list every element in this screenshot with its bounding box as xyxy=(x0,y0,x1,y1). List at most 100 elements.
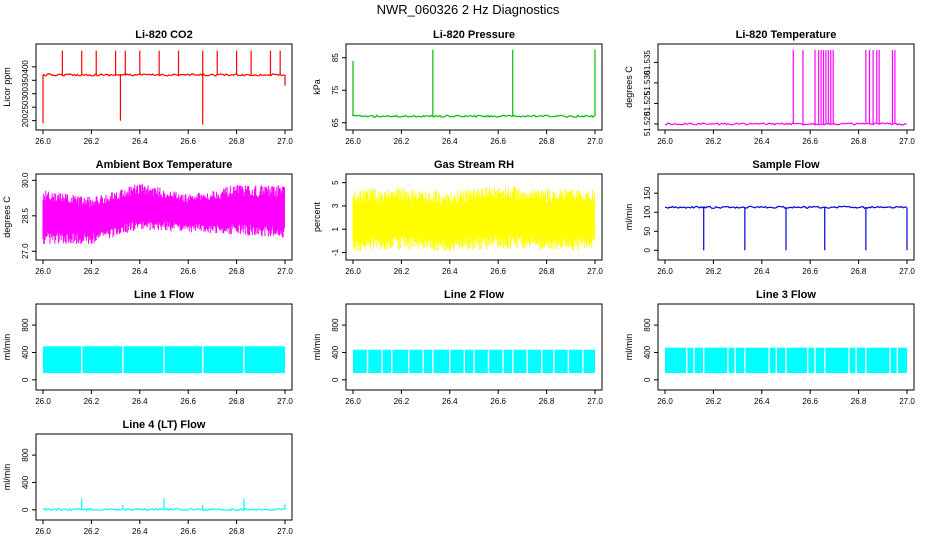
y-axis-label: ml/min xyxy=(624,204,634,231)
y-tick-label: 350 xyxy=(21,73,30,87)
chart-title: Line 3 Flow xyxy=(756,289,816,301)
y-tick-label: 65 xyxy=(331,118,340,127)
x-tick-label: 26.8 xyxy=(229,267,245,276)
y-tick-label: 200 xyxy=(21,113,30,127)
plot-frame xyxy=(657,303,915,391)
y-axis-label: ml/min xyxy=(2,334,12,361)
series-7 xyxy=(43,345,285,374)
y-tick-label: 5 xyxy=(331,180,340,185)
x-tick-label: 26.0 xyxy=(657,267,673,276)
x-tick-label: 26.0 xyxy=(35,397,51,406)
chart-panel: Li-820 Pressure kPa 26.0 26.2 26.4 26.6 26.8 27… xyxy=(312,29,603,146)
y-tick-label: 0 xyxy=(21,377,30,382)
x-tick-label: 26.4 xyxy=(132,527,148,536)
x-tick-label: 26.2 xyxy=(706,267,722,276)
x-tick-label: 26.2 xyxy=(84,137,100,146)
x-tick-label: 27.0 xyxy=(277,267,293,276)
x-tick-label: 26.4 xyxy=(442,397,458,406)
x-tick-label: 26.0 xyxy=(35,267,51,276)
y-tick-label: 400 xyxy=(643,345,652,359)
series-5 xyxy=(352,186,595,252)
y-tick-label: 75 xyxy=(331,85,340,94)
x-tick-label: 26.0 xyxy=(345,397,361,406)
x-tick-label: 26.0 xyxy=(657,397,673,406)
chart-panel: Gas Stream RH percent 26.0 26.2 26.4 26.6 26.8… xyxy=(312,159,603,276)
plot-frame xyxy=(657,173,915,261)
x-tick-label: 26.4 xyxy=(132,267,148,276)
x-tick-label: 26.8 xyxy=(851,137,867,146)
x-tick-label: 26.6 xyxy=(490,137,506,146)
x-tick-label: 26.8 xyxy=(539,137,555,146)
y-tick-label: 400 xyxy=(21,60,30,74)
x-tick-label: 26.6 xyxy=(802,267,818,276)
y-tick-label: 27.0 xyxy=(21,243,30,259)
chart-title: Ambient Box Temperature xyxy=(96,159,233,171)
x-tick-label: 26.6 xyxy=(490,267,506,276)
page-title: NWR_060326 2 Hz Diagnostics xyxy=(376,2,560,17)
x-tick-label: 26.2 xyxy=(394,267,410,276)
x-tick-label: 26.8 xyxy=(229,397,245,406)
x-tick-label: 26.2 xyxy=(706,137,722,146)
series-noise xyxy=(42,184,285,244)
x-tick-label: 26.0 xyxy=(657,137,673,146)
y-tick-label: 51.535 xyxy=(643,50,652,75)
y-tick-label: -1 xyxy=(331,248,340,256)
x-tick-label: 27.0 xyxy=(587,267,603,276)
y-tick-label: 3 xyxy=(331,203,340,208)
x-tick-label: 26.8 xyxy=(229,527,245,536)
plot-frame xyxy=(35,173,293,261)
x-tick-label: 26.2 xyxy=(84,527,100,536)
x-tick-label: 26.8 xyxy=(539,397,555,406)
y-tick-label: 51.520 xyxy=(643,111,652,136)
chart-panel: Line 2 Flow ml/min 26.0 26.2 26.4 26.6 26.8 27.… xyxy=(312,289,603,406)
y-tick-label: 300 xyxy=(21,87,30,101)
x-tick-label: 26.2 xyxy=(394,137,410,146)
y-axis-label: degrees C xyxy=(2,196,12,238)
plot-frame xyxy=(345,173,603,261)
chart-title: Line 4 (LT) Flow xyxy=(123,419,206,431)
y-tick-label: 0 xyxy=(643,377,652,382)
x-tick-label: 26.6 xyxy=(180,397,196,406)
x-tick-label: 26.0 xyxy=(345,137,361,146)
x-tick-label: 27.0 xyxy=(277,527,293,536)
series-2 xyxy=(352,49,596,119)
y-axis-label: kPa xyxy=(312,79,322,95)
y-axis-label: ml/min xyxy=(312,334,322,361)
y-tick-label: 0 xyxy=(331,377,340,382)
y-tick-label: 50 xyxy=(643,226,652,235)
chart-title: Li-820 Temperature xyxy=(736,29,837,41)
x-tick-label: 26.2 xyxy=(84,397,100,406)
y-tick-label: 85 xyxy=(331,53,340,62)
plot-frame xyxy=(345,43,603,131)
x-tick-label: 26.6 xyxy=(180,267,196,276)
y-tick-label: 800 xyxy=(21,318,30,332)
x-tick-label: 26.8 xyxy=(851,397,867,406)
series-line xyxy=(352,114,595,119)
chart-panel: Li-820 CO2 Licor ppm 26.0 26.2 26.4 26.6 26.8 2… xyxy=(2,29,293,146)
plot-frame xyxy=(345,303,603,391)
y-tick-label: 1 xyxy=(331,226,340,231)
y-tick-label: 800 xyxy=(331,318,340,332)
chart-panel: Line 3 Flow ml/min 26.0 26.2 26.4 26.6 26.8 27.… xyxy=(624,289,915,406)
x-tick-label: 27.0 xyxy=(587,137,603,146)
x-tick-label: 26.0 xyxy=(35,137,51,146)
chart-title: Gas Stream RH xyxy=(434,159,514,171)
x-tick-label: 26.4 xyxy=(132,137,148,146)
x-tick-label: 26.8 xyxy=(539,267,555,276)
series-4 xyxy=(42,184,285,244)
y-tick-label: 250 xyxy=(21,100,30,114)
series-line xyxy=(42,73,285,77)
chart-panel: Line 1 Flow ml/min 26.0 26.2 26.4 26.6 26.8 27.… xyxy=(2,289,293,406)
series-6 xyxy=(664,205,908,251)
plot-frame xyxy=(35,303,293,391)
y-tick-label: 30.0 xyxy=(21,172,30,188)
x-tick-label: 26.4 xyxy=(442,137,458,146)
x-tick-label: 27.0 xyxy=(899,397,915,406)
series-8 xyxy=(353,348,595,374)
x-tick-label: 26.6 xyxy=(802,397,818,406)
y-tick-label: 51.530 xyxy=(643,70,652,95)
x-tick-label: 26.8 xyxy=(851,267,867,276)
y-tick-label: 800 xyxy=(21,448,30,462)
x-tick-label: 26.0 xyxy=(345,267,361,276)
